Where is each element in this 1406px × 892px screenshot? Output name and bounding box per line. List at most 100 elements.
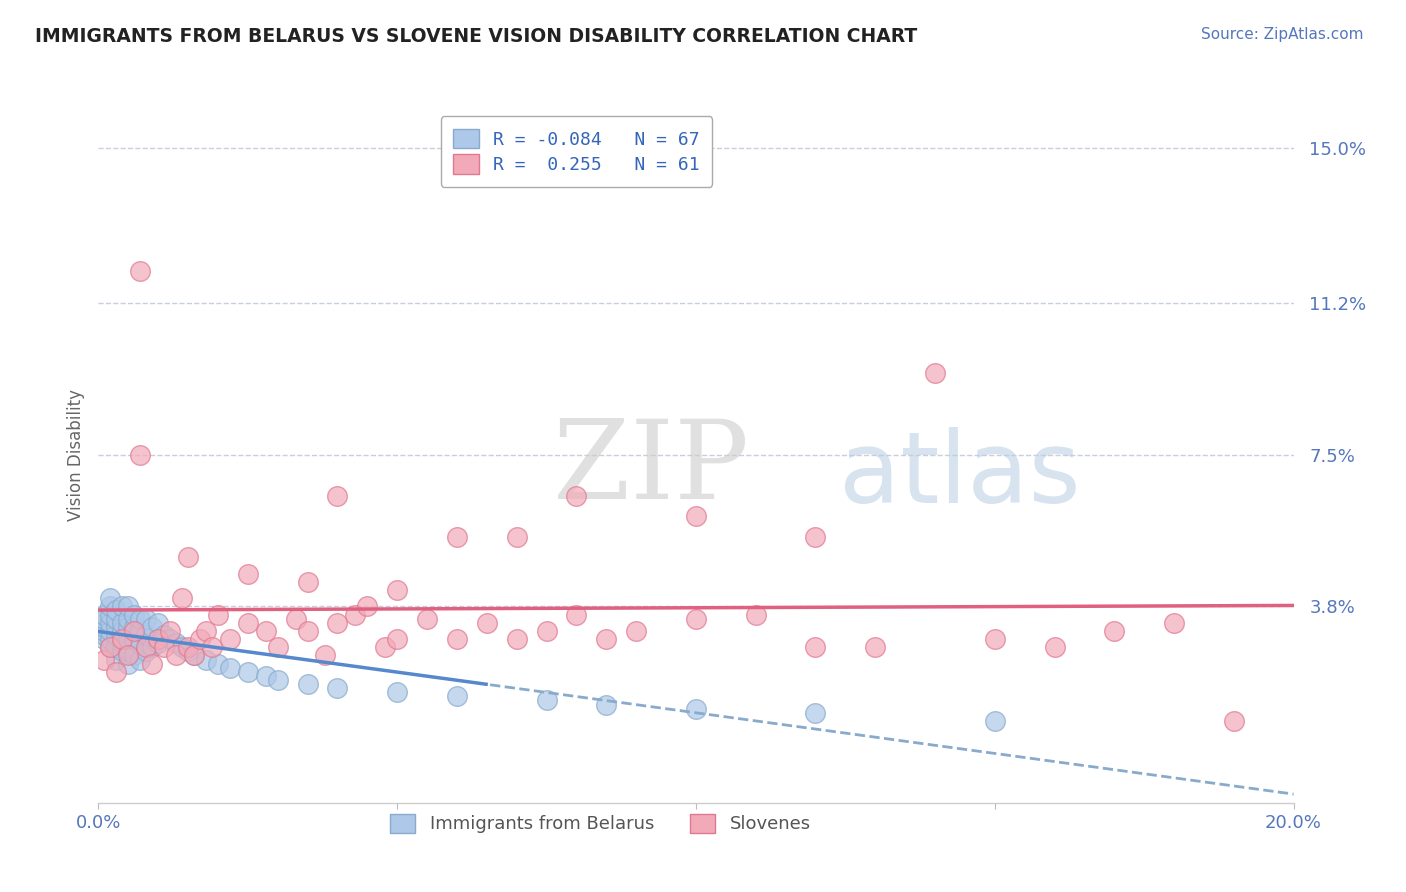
Point	[565, 607, 588, 622]
Point	[111, 644, 134, 658]
Point	[105, 628, 128, 642]
Point	[105, 665, 128, 679]
Point	[446, 632, 468, 646]
Point	[135, 628, 157, 642]
Point	[506, 632, 529, 646]
Point	[93, 615, 115, 630]
Point	[117, 612, 139, 626]
Point	[188, 632, 211, 646]
Point	[117, 657, 139, 671]
Point	[105, 603, 128, 617]
Point	[148, 636, 170, 650]
Point	[315, 648, 337, 663]
Point	[105, 612, 128, 626]
Point	[326, 489, 349, 503]
Point	[865, 640, 887, 655]
Point	[536, 624, 558, 638]
Point	[141, 620, 163, 634]
Point	[153, 628, 176, 642]
Point	[804, 640, 827, 655]
Point	[141, 657, 163, 671]
Point	[111, 636, 134, 650]
Y-axis label: Vision Disability: Vision Disability	[66, 389, 84, 521]
Point	[93, 612, 115, 626]
Point	[117, 620, 139, 634]
Point	[685, 509, 707, 524]
Point	[297, 574, 319, 589]
Point	[506, 530, 529, 544]
Point	[135, 640, 157, 655]
Point	[804, 530, 827, 544]
Point	[326, 615, 349, 630]
Point	[267, 673, 290, 687]
Point	[685, 701, 707, 715]
Point	[105, 620, 128, 634]
Point	[135, 612, 157, 626]
Point	[117, 644, 139, 658]
Point	[446, 690, 468, 704]
Point	[105, 652, 128, 666]
Point	[98, 624, 122, 638]
Point	[536, 693, 558, 707]
Point	[159, 632, 181, 646]
Point	[416, 612, 439, 626]
Point	[98, 591, 122, 606]
Point	[219, 632, 242, 646]
Point	[98, 599, 122, 614]
Point	[124, 648, 146, 663]
Text: ZIP: ZIP	[553, 416, 748, 523]
Point	[745, 607, 768, 622]
Point	[626, 624, 648, 638]
Point	[297, 677, 319, 691]
Point	[148, 615, 170, 630]
Point	[385, 632, 409, 646]
Point	[124, 607, 146, 622]
Point	[129, 612, 152, 626]
Point	[129, 264, 152, 278]
Point	[984, 714, 1007, 728]
Point	[177, 644, 200, 658]
Point	[219, 661, 242, 675]
Point	[129, 448, 152, 462]
Text: Source: ZipAtlas.com: Source: ZipAtlas.com	[1201, 27, 1364, 42]
Point	[195, 652, 218, 666]
Point	[804, 706, 827, 720]
Point	[111, 599, 134, 614]
Point	[1043, 640, 1066, 655]
Point	[165, 648, 187, 663]
Point	[98, 615, 122, 630]
Point	[984, 632, 1007, 646]
Point	[385, 582, 409, 597]
Point	[117, 648, 139, 663]
Point	[153, 640, 176, 655]
Point	[93, 628, 115, 642]
Point	[124, 624, 146, 638]
Point	[284, 612, 307, 626]
Point	[201, 640, 224, 655]
Text: atlas: atlas	[839, 427, 1081, 524]
Point	[595, 698, 617, 712]
Point	[1104, 624, 1126, 638]
Point	[117, 599, 139, 614]
Point	[165, 636, 187, 650]
Point	[129, 636, 152, 650]
Point	[236, 566, 259, 581]
Point	[111, 624, 134, 638]
Point	[93, 632, 115, 646]
Point	[111, 632, 134, 646]
Point	[98, 607, 122, 622]
Point	[135, 644, 157, 658]
Point	[1163, 615, 1185, 630]
Point	[93, 624, 115, 638]
Point	[177, 640, 200, 655]
Point	[98, 632, 122, 646]
Point	[177, 550, 200, 565]
Point	[236, 615, 259, 630]
Point	[685, 612, 707, 626]
Point	[111, 615, 134, 630]
Point	[254, 624, 277, 638]
Point	[207, 657, 229, 671]
Text: IMMIGRANTS FROM BELARUS VS SLOVENE VISION DISABILITY CORRELATION CHART: IMMIGRANTS FROM BELARUS VS SLOVENE VISIO…	[35, 27, 917, 45]
Point	[356, 599, 378, 614]
Point	[326, 681, 349, 696]
